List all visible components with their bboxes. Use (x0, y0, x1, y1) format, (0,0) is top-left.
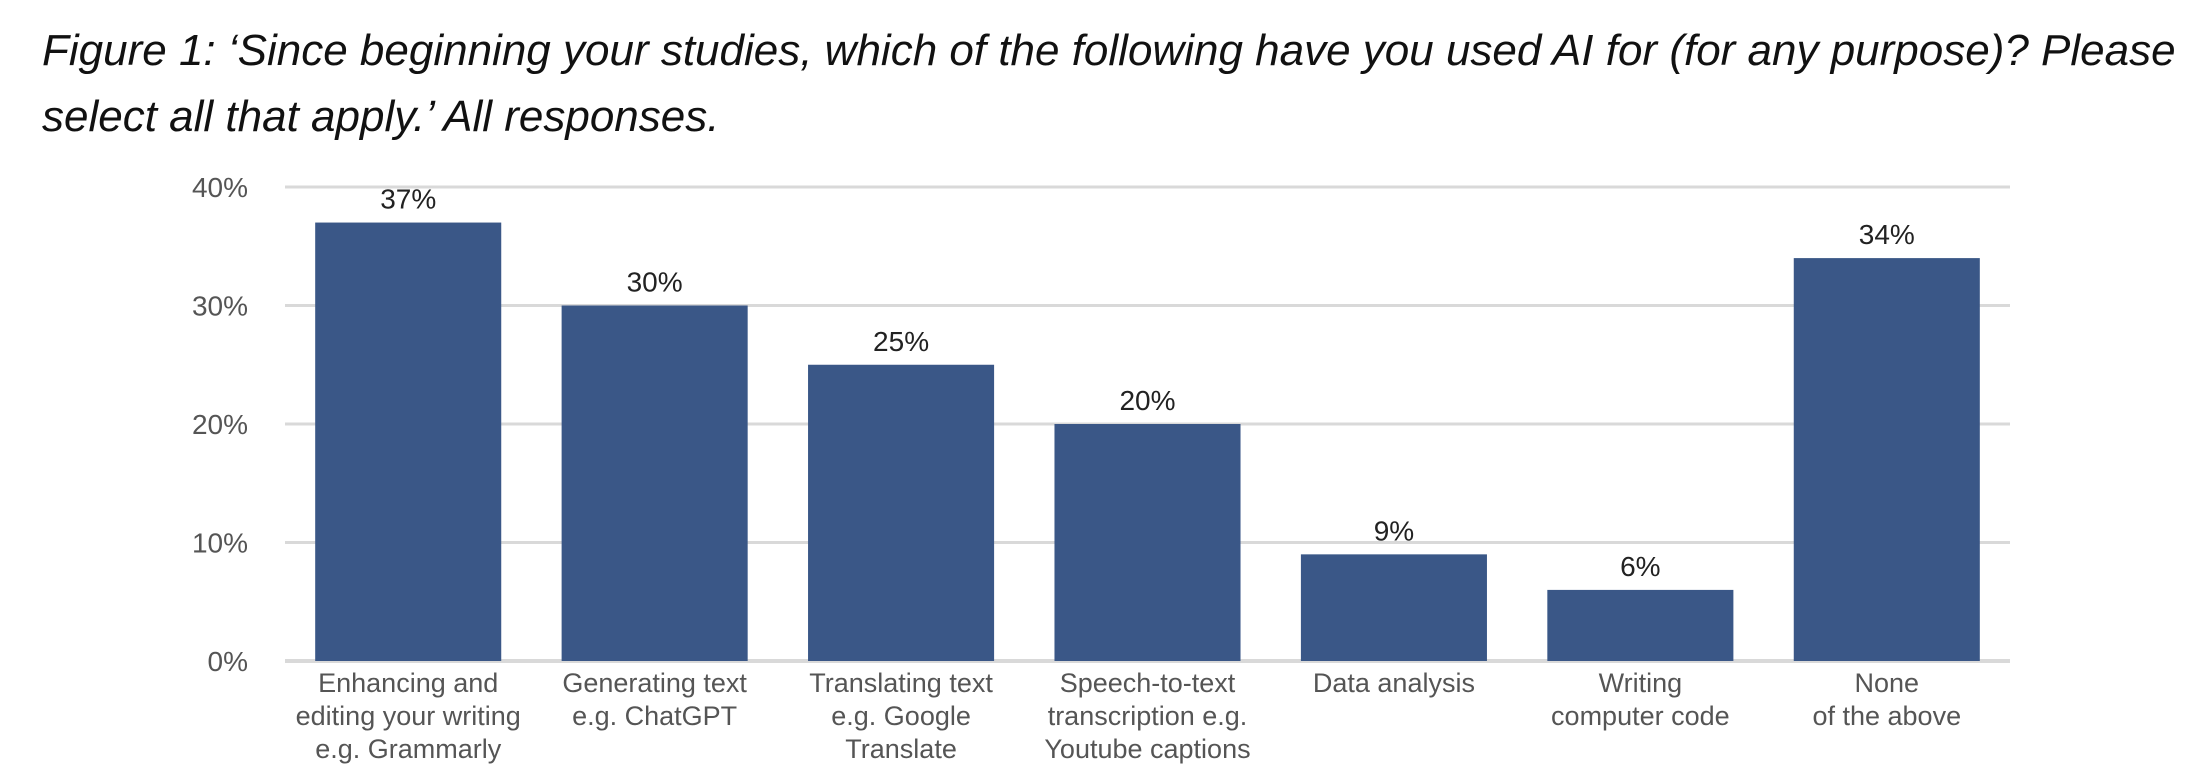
data-label: 20% (1119, 385, 1175, 416)
data-label: 30% (627, 267, 683, 298)
x-category-label: None of the above (1812, 668, 1961, 731)
y-tick-label: 30% (192, 291, 248, 322)
x-category-label-line: computer code (1551, 701, 1730, 731)
figure-title: Figure 1: ‘Since beginning your studies,… (42, 26, 2176, 141)
y-tick-label: 0% (208, 646, 248, 677)
bar (1547, 589, 1734, 661)
bar (315, 222, 502, 662)
x-category-label-line: Enhancing and (318, 668, 498, 698)
x-category-label-line: e.g. ChatGPT (572, 701, 737, 731)
x-category-label-line: Translate (845, 734, 957, 764)
x-category-label-line: transcription e.g. (1048, 701, 1248, 731)
x-axis-category-labels: Enhancing and editing your writing e.g. Gr… (296, 668, 1961, 764)
x-category-label: Writing computer code (1551, 668, 1730, 731)
bar (561, 305, 748, 661)
x-category-label-line: e.g. Google (831, 701, 971, 731)
x-category-label-line: e.g. Grammarly (315, 734, 502, 764)
bars (315, 222, 1980, 662)
y-tick-label: 10% (192, 528, 248, 559)
y-tick-label: 20% (192, 409, 248, 440)
data-label: 25% (873, 326, 929, 357)
x-category-label-line: None (1855, 668, 1920, 698)
x-category-label: Generating text e.g. ChatGPT (562, 668, 747, 731)
x-category-label-line: Translating text (809, 668, 993, 698)
data-label: 34% (1859, 219, 1915, 250)
x-category-label: Data analysis (1313, 668, 1475, 698)
y-tick-label: 40% (192, 172, 248, 203)
x-category-label-line: editing your writing (296, 701, 521, 731)
data-label: 37% (380, 184, 436, 215)
x-category-label-line: Data analysis (1313, 668, 1475, 698)
data-labels: 37% 30% 25% 20% 9% 6% 34% (380, 184, 1915, 582)
x-category-label-line: Youtube captions (1044, 734, 1250, 764)
x-category-label: Speech-to-text transcription e.g. Youtube … (1044, 668, 1250, 764)
bar (808, 364, 995, 661)
x-category-label-line: Speech-to-text (1060, 668, 1236, 698)
x-category-label-line: of the above (1812, 701, 1961, 731)
x-category-label: Enhancing and editing your writing e.g. Gr… (296, 668, 521, 764)
x-category-label: Translating text e.g. Google Translate (809, 668, 993, 764)
x-category-label-line: Generating text (562, 668, 747, 698)
bar (1793, 258, 1980, 661)
bar (1300, 554, 1487, 661)
data-label: 9% (1374, 515, 1414, 546)
y-axis-tick-labels: 0% 10% 20% 30% 40% (192, 172, 248, 677)
data-label: 6% (1620, 551, 1660, 582)
bar (1054, 424, 1241, 661)
x-category-label-line: Writing (1599, 668, 1683, 698)
